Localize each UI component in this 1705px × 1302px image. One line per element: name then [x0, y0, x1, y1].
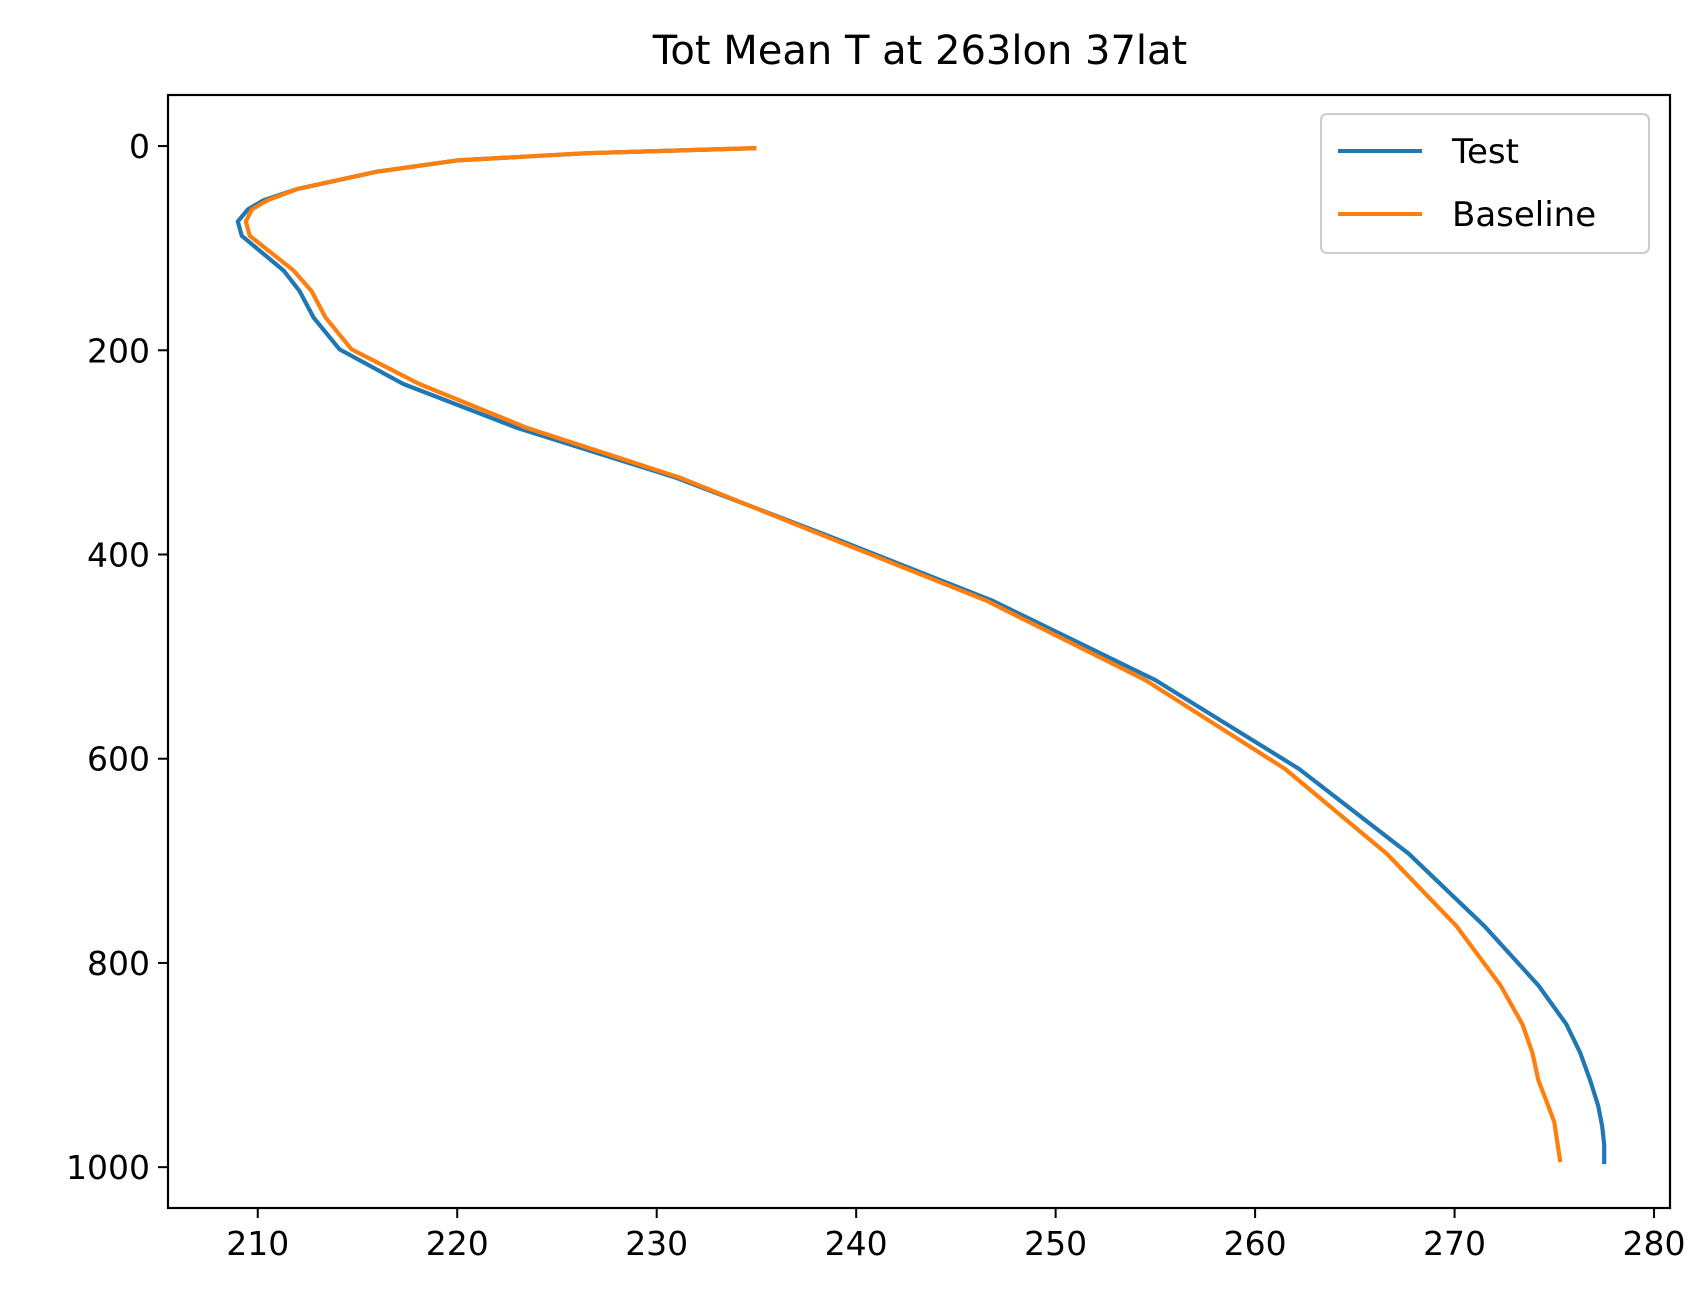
y-tick-label: 1000	[66, 1148, 150, 1187]
y-tick-label: 600	[87, 740, 150, 779]
y-tick-label: 200	[87, 331, 150, 370]
axes: 210 220 230 240 250 260 270 280 0 200 400 600 800 100…	[66, 127, 1686, 1263]
y-tick-label: 800	[87, 944, 150, 983]
x-tick-label: 220	[426, 1224, 489, 1263]
y-tick-label: 0	[129, 127, 150, 166]
legend-frame	[1320, 113, 1650, 254]
x-tick-label: 260	[1224, 1224, 1287, 1263]
x-tick-label: 270	[1423, 1224, 1486, 1263]
legend: Test Baseline	[1320, 113, 1650, 254]
series-line-test	[235, 146, 1607, 1165]
x-tick-label: 240	[825, 1224, 888, 1263]
legend-label-test: Test	[1451, 132, 1519, 172]
plot-area	[235, 146, 1607, 1165]
plot-frame	[166, 93, 1672, 1210]
x-tick-label: 250	[1024, 1224, 1087, 1263]
x-tick-label: 280	[1623, 1224, 1686, 1263]
legend-label-baseline: Baseline	[1452, 195, 1596, 235]
x-tick-label: 210	[226, 1224, 289, 1263]
x-tick-label: 230	[625, 1224, 688, 1263]
chart-title: Tot Mean T at 263lon 37lat	[652, 28, 1187, 74]
y-tick-label: 400	[87, 535, 150, 574]
series-line-baseline	[243, 146, 1563, 1163]
